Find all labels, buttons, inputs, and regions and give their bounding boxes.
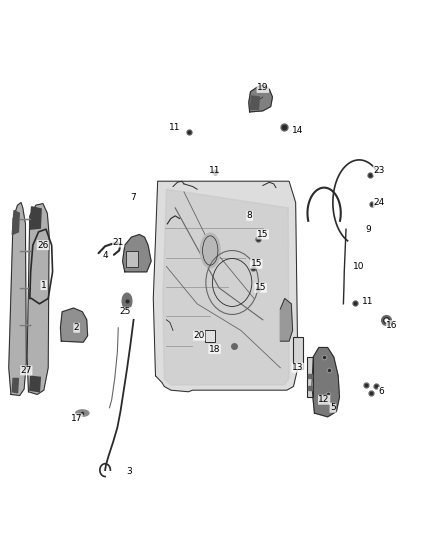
Text: 14: 14 — [292, 126, 304, 135]
Polygon shape — [312, 348, 339, 417]
Text: 16: 16 — [386, 321, 398, 329]
Text: 11: 11 — [362, 297, 374, 305]
Text: 11: 11 — [170, 124, 181, 132]
Text: 9: 9 — [365, 225, 371, 233]
Polygon shape — [30, 376, 40, 392]
Polygon shape — [153, 181, 298, 392]
Text: 27: 27 — [21, 366, 32, 375]
Text: 26: 26 — [37, 241, 49, 249]
Text: 7: 7 — [131, 193, 137, 201]
Text: 18: 18 — [209, 345, 220, 353]
Text: 15: 15 — [257, 230, 268, 239]
Text: 25: 25 — [119, 308, 131, 316]
Text: 15: 15 — [255, 284, 266, 292]
Text: 3: 3 — [126, 467, 132, 476]
Text: 20: 20 — [194, 332, 205, 340]
Bar — [307, 357, 313, 397]
Text: 12: 12 — [318, 395, 330, 404]
Text: 10: 10 — [353, 262, 365, 271]
Polygon shape — [12, 378, 18, 393]
Polygon shape — [60, 308, 88, 342]
Bar — [126, 251, 138, 266]
Bar — [293, 337, 303, 369]
Text: 4: 4 — [102, 252, 108, 260]
Ellipse shape — [122, 293, 132, 309]
Ellipse shape — [200, 233, 220, 268]
Text: 24: 24 — [373, 198, 385, 207]
Text: 15: 15 — [251, 260, 262, 268]
Text: 2: 2 — [74, 324, 79, 332]
Text: 6: 6 — [378, 387, 384, 396]
Bar — [205, 330, 215, 342]
Ellipse shape — [76, 410, 89, 416]
Text: 17: 17 — [71, 414, 82, 423]
Polygon shape — [123, 235, 151, 272]
Polygon shape — [251, 96, 259, 109]
Polygon shape — [280, 298, 293, 341]
Polygon shape — [27, 204, 49, 394]
Text: 1: 1 — [41, 281, 47, 289]
Text: 19: 19 — [257, 84, 268, 92]
Text: 5: 5 — [330, 403, 336, 412]
Text: 11: 11 — [209, 166, 220, 175]
Polygon shape — [30, 207, 41, 229]
Text: 23: 23 — [373, 166, 385, 175]
Text: 21: 21 — [113, 238, 124, 247]
Text: 13: 13 — [292, 364, 304, 372]
Text: 8: 8 — [247, 212, 253, 220]
Polygon shape — [163, 189, 289, 385]
Polygon shape — [9, 203, 26, 395]
Polygon shape — [249, 85, 272, 112]
Polygon shape — [12, 211, 19, 235]
